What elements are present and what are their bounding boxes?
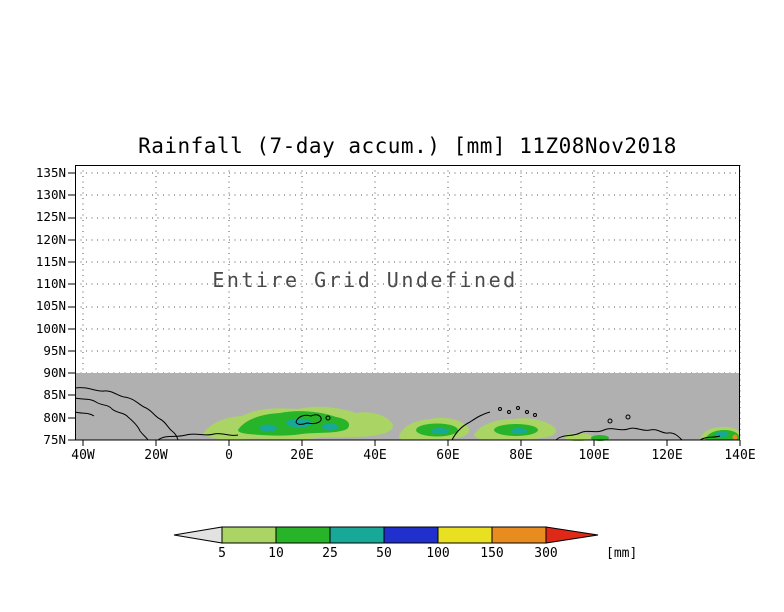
x-tick-label: 40W xyxy=(71,448,95,463)
y-tick-label: 130N xyxy=(35,187,66,202)
colorbar-tick-label: 25 xyxy=(322,546,338,561)
colorbar-segment-5-10 xyxy=(221,526,277,544)
colorbar-segment-150-300 xyxy=(491,526,547,544)
coastline-contours xyxy=(74,387,721,441)
x-tick-label: 120E xyxy=(651,448,683,463)
y-tick-label: 125N xyxy=(35,209,66,224)
y-tick-label: 110N xyxy=(35,276,66,291)
axis-tick-marks xyxy=(68,172,741,446)
colorbar-segment-100-150 xyxy=(437,526,493,544)
colorbar-under-arrow xyxy=(173,526,223,544)
x-tick-label: 140E xyxy=(724,448,756,463)
y-tick-label: 85N xyxy=(43,387,66,402)
colorbar-segment-10-25 xyxy=(275,526,331,544)
y-tick-label: 105N xyxy=(35,298,66,313)
y-tick-label: 80N xyxy=(43,410,66,425)
plot-frame xyxy=(75,165,740,441)
colorbar-tick-label: 50 xyxy=(376,546,392,561)
plot-title: Rainfall (7-day accum.) [mm] 11Z08Nov201… xyxy=(138,134,677,158)
undefined-grid-message: Entire Grid Undefined xyxy=(212,268,518,292)
y-tick-label: 120N xyxy=(35,232,66,247)
colorbar-tick-label: 10 xyxy=(268,546,284,561)
colorbar-tick-label: 100 xyxy=(426,546,450,561)
x-tick-label: 0 xyxy=(225,448,233,463)
y-tick-label: 115N xyxy=(35,254,66,269)
y-tick-label: 90N xyxy=(43,365,66,380)
colorbar-over-arrow xyxy=(545,526,599,544)
rainfall-shading xyxy=(203,406,740,441)
colorbar-tick-label: 5 xyxy=(218,546,226,561)
x-tick-label: 60E xyxy=(436,448,460,463)
colorbar xyxy=(173,526,599,544)
colorbar-tick-label: 300 xyxy=(534,546,558,561)
colorbar-tick-label: 150 xyxy=(480,546,504,561)
x-tick-label: 20E xyxy=(290,448,314,463)
y-tick-label: 95N xyxy=(43,343,66,358)
x-tick-label: 100E xyxy=(578,448,610,463)
x-tick-label: 80E xyxy=(509,448,533,463)
colorbar-unit-label: [mm] xyxy=(606,546,638,561)
x-tick-label: 20W xyxy=(144,448,168,463)
y-tick-label: 100N xyxy=(35,321,66,336)
colorbar-segment-25-50 xyxy=(329,526,385,544)
y-tick-label: 75N xyxy=(43,432,66,447)
y-tick-label: 135N xyxy=(35,165,66,180)
x-tick-label: 40E xyxy=(363,448,387,463)
colorbar-segment-50-100 xyxy=(383,526,439,544)
